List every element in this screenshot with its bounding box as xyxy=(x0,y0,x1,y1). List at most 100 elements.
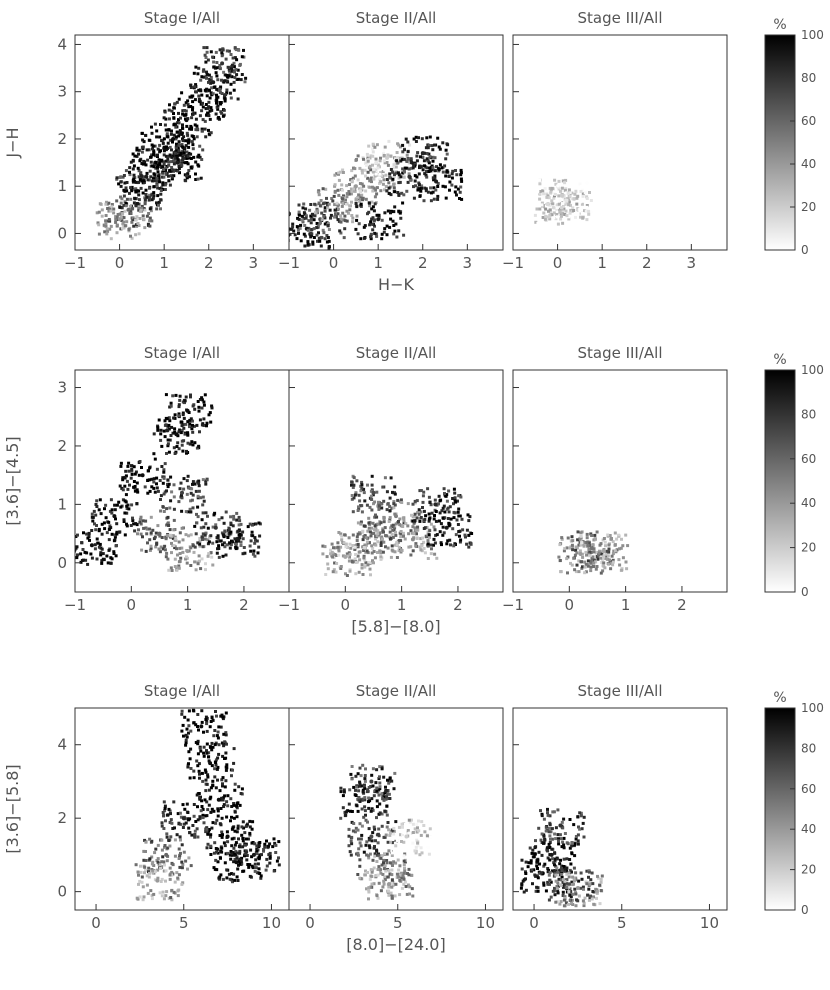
density-cell xyxy=(459,173,463,177)
density-cell xyxy=(83,550,87,554)
density-cell xyxy=(225,876,229,880)
density-cell xyxy=(400,840,403,843)
density-cell xyxy=(592,561,596,565)
density-cell xyxy=(433,169,437,173)
density-cell xyxy=(378,802,382,806)
density-cell xyxy=(195,827,199,831)
density-cell xyxy=(162,510,166,513)
density-cell xyxy=(95,537,99,541)
density-cell xyxy=(197,769,201,773)
density-cell xyxy=(188,175,191,179)
density-cell xyxy=(362,491,366,495)
density-cell xyxy=(557,187,561,191)
panel-title: Stage III/All xyxy=(577,9,662,27)
density-cell xyxy=(588,550,592,554)
density-cell xyxy=(542,841,545,845)
density-cell xyxy=(221,543,224,547)
density-cell xyxy=(212,513,216,517)
density-cell xyxy=(557,839,560,843)
density-cell xyxy=(230,75,234,79)
density-cell xyxy=(353,545,357,549)
density-cell xyxy=(297,203,301,207)
density-cell xyxy=(170,888,174,892)
density-cell xyxy=(432,525,436,529)
density-cell xyxy=(216,536,220,540)
density-cell xyxy=(220,741,224,745)
density-cell xyxy=(370,807,374,811)
density-cell xyxy=(121,476,125,480)
density-cell xyxy=(575,551,579,555)
density-cell xyxy=(104,214,108,217)
density-cell xyxy=(585,181,589,185)
density-cell xyxy=(367,535,371,539)
density-cell xyxy=(444,157,448,161)
density-cell xyxy=(163,188,167,191)
density-cell xyxy=(194,117,198,121)
density-cell xyxy=(397,173,401,177)
density-cell xyxy=(258,872,262,875)
density-cell xyxy=(385,161,389,164)
density-cell xyxy=(143,865,147,869)
density-cell xyxy=(277,863,281,867)
density-cell xyxy=(556,833,560,837)
density-cell xyxy=(432,543,435,547)
density-cell xyxy=(372,177,376,181)
density-cell xyxy=(561,826,565,830)
density-cell xyxy=(364,813,367,817)
density-cell xyxy=(434,519,438,523)
density-cell xyxy=(115,199,119,203)
density-cell xyxy=(415,175,419,179)
density-cell xyxy=(204,511,208,515)
density-cell xyxy=(205,800,209,804)
density-cell xyxy=(177,403,181,407)
density-cell xyxy=(171,394,175,398)
density-cell xyxy=(180,843,184,847)
density-cell xyxy=(265,857,269,861)
density-cell xyxy=(571,548,575,552)
density-cell xyxy=(369,237,373,241)
density-cell xyxy=(373,524,377,528)
density-cell xyxy=(184,109,188,113)
density-cell xyxy=(386,546,390,550)
density-cell xyxy=(184,741,188,745)
density-cell xyxy=(203,768,207,772)
density-cell xyxy=(383,168,387,172)
density-cell xyxy=(126,464,130,468)
density-cell xyxy=(135,502,139,506)
density-cell xyxy=(162,869,166,873)
density-cell xyxy=(379,189,383,193)
density-cell xyxy=(436,185,440,188)
density-cell xyxy=(314,210,318,214)
density-cell xyxy=(421,500,425,504)
density-cell xyxy=(187,486,191,490)
density-cell xyxy=(566,536,570,540)
density-cell xyxy=(435,533,439,537)
density-cell xyxy=(385,224,389,228)
density-cell xyxy=(192,721,196,725)
density-cell xyxy=(155,476,159,480)
density-cell xyxy=(212,60,216,64)
density-cell xyxy=(564,178,568,182)
density-cell xyxy=(216,95,220,99)
density-cell xyxy=(559,570,563,574)
density-cell xyxy=(548,871,552,874)
density-cell xyxy=(147,138,151,142)
density-cell xyxy=(210,108,214,112)
density-cell xyxy=(349,853,353,857)
density-cell xyxy=(256,551,260,555)
density-cell xyxy=(190,487,194,491)
density-cell xyxy=(577,894,581,898)
density-cell xyxy=(588,882,592,886)
density-cell xyxy=(182,822,186,826)
density-cell xyxy=(359,489,363,493)
density-cell xyxy=(152,172,156,176)
density-cell xyxy=(595,896,598,900)
density-cell xyxy=(141,519,145,523)
density-cell xyxy=(186,441,190,445)
density-cell xyxy=(405,892,409,896)
density-cell xyxy=(197,444,201,448)
density-cell xyxy=(232,61,236,65)
density-cell xyxy=(285,221,288,224)
density-cell xyxy=(334,570,338,574)
density-cell xyxy=(316,239,319,243)
